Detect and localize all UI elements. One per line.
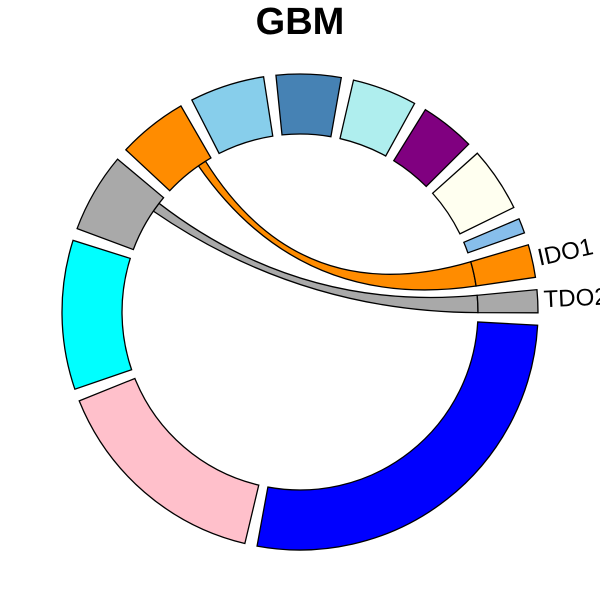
sector-7 bbox=[339, 79, 416, 157]
sector-10 bbox=[462, 217, 526, 254]
sector-1 bbox=[78, 377, 260, 545]
chart-title: GBM bbox=[256, 1, 345, 43]
sector-5 bbox=[190, 76, 274, 155]
sector-12 bbox=[476, 288, 539, 314]
sector-8 bbox=[392, 108, 470, 188]
sector-label-tdo2: TDO2 bbox=[543, 283, 600, 313]
sector-2 bbox=[61, 239, 133, 391]
sector-4 bbox=[124, 105, 212, 192]
link-1 bbox=[152, 202, 479, 314]
sector-11 bbox=[469, 243, 537, 287]
sector-6 bbox=[275, 73, 343, 138]
sector-label-ido1: IDO1 bbox=[535, 233, 596, 271]
sector-0 bbox=[256, 321, 539, 551]
labels-layer: IDO1 TDO2 bbox=[535, 233, 600, 313]
sector-3 bbox=[76, 158, 165, 251]
link-0 bbox=[197, 160, 477, 291]
sectors-layer bbox=[61, 73, 539, 551]
sector-9 bbox=[431, 152, 515, 235]
